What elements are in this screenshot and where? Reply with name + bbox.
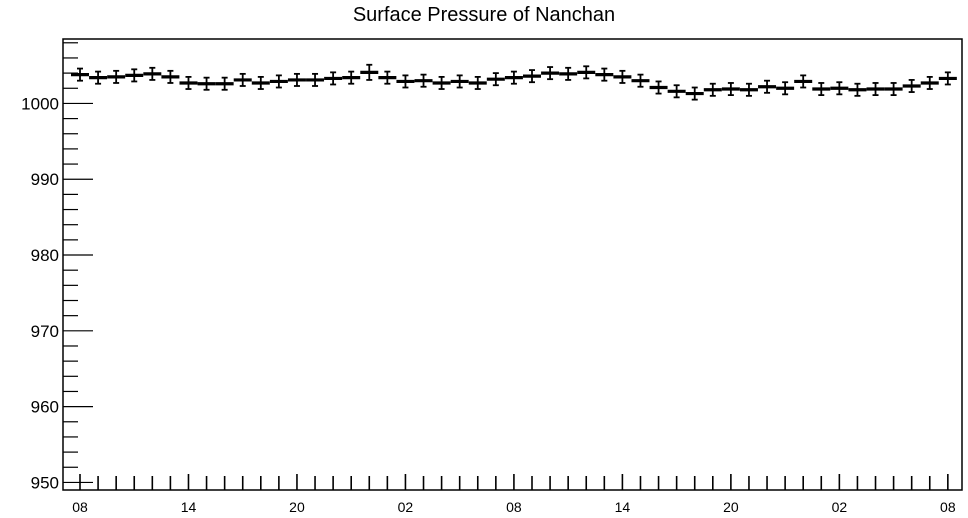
data-point — [125, 68, 144, 83]
x-tick-label: 08 — [72, 499, 88, 515]
x-tick-label: 14 — [181, 499, 197, 515]
data-point — [215, 76, 234, 91]
data-point — [432, 75, 451, 90]
data-point — [559, 66, 578, 81]
data-point — [595, 67, 614, 82]
data-point — [884, 82, 903, 96]
x-tick-label: 02 — [832, 499, 848, 515]
data-point — [251, 75, 270, 90]
data-point — [920, 75, 939, 90]
data-point — [523, 69, 541, 84]
y-axis: 950 960 970 980 990 1000 — [21, 42, 93, 492]
data-point — [197, 76, 216, 91]
data-point — [667, 84, 686, 99]
y-tick-label: 950 — [31, 473, 59, 492]
data-point — [703, 82, 722, 97]
data-point — [794, 74, 813, 89]
data-point — [848, 82, 867, 97]
data-point — [107, 69, 126, 84]
data-point — [721, 82, 740, 96]
x-tick-label: 14 — [615, 499, 631, 515]
data-point — [902, 79, 921, 93]
data-point — [306, 72, 325, 87]
data-point — [938, 71, 957, 86]
data-point — [486, 72, 505, 87]
chart-title: Surface Pressure of Nanchan — [352, 4, 616, 26]
data-point — [450, 74, 469, 89]
plot-frame — [62, 38, 963, 491]
x-tick-label: 08 — [506, 499, 522, 515]
data-point — [541, 66, 560, 81]
data-point — [161, 69, 180, 84]
y-tick-label: 980 — [31, 246, 59, 265]
data-point — [577, 65, 596, 80]
y-tick-label: 960 — [31, 398, 59, 417]
y-tick-label: 1000 — [21, 94, 59, 113]
data-point — [287, 72, 306, 87]
data-point — [613, 69, 632, 84]
data-point — [504, 70, 523, 85]
data-point — [758, 79, 777, 94]
data-point — [342, 70, 361, 85]
data-point — [233, 72, 252, 87]
data-point — [830, 81, 849, 96]
data-series — [71, 63, 957, 101]
data-point — [324, 71, 343, 86]
y-tick-label: 970 — [31, 322, 59, 341]
data-point — [143, 66, 162, 81]
data-point — [89, 70, 108, 85]
x-axis: 08 14 20 02 08 14 20 02 08 — [72, 474, 956, 515]
data-point — [396, 74, 415, 89]
data-point — [739, 82, 758, 97]
data-point — [414, 73, 433, 88]
x-tick-label: 02 — [398, 499, 414, 515]
data-point — [71, 67, 89, 82]
y-tick-label: 990 — [31, 170, 59, 189]
data-point — [378, 70, 397, 85]
x-tick-label: 20 — [723, 499, 739, 515]
data-point — [685, 86, 704, 101]
x-tick-label: 08 — [940, 499, 956, 515]
data-point — [468, 75, 487, 90]
data-point — [776, 81, 795, 96]
data-point — [269, 74, 288, 89]
data-point — [866, 82, 885, 96]
data-point — [649, 80, 668, 95]
data-point — [812, 82, 831, 96]
data-point — [179, 75, 198, 90]
x-tick-label: 20 — [289, 499, 305, 515]
data-point — [631, 73, 650, 88]
data-point — [360, 63, 379, 81]
